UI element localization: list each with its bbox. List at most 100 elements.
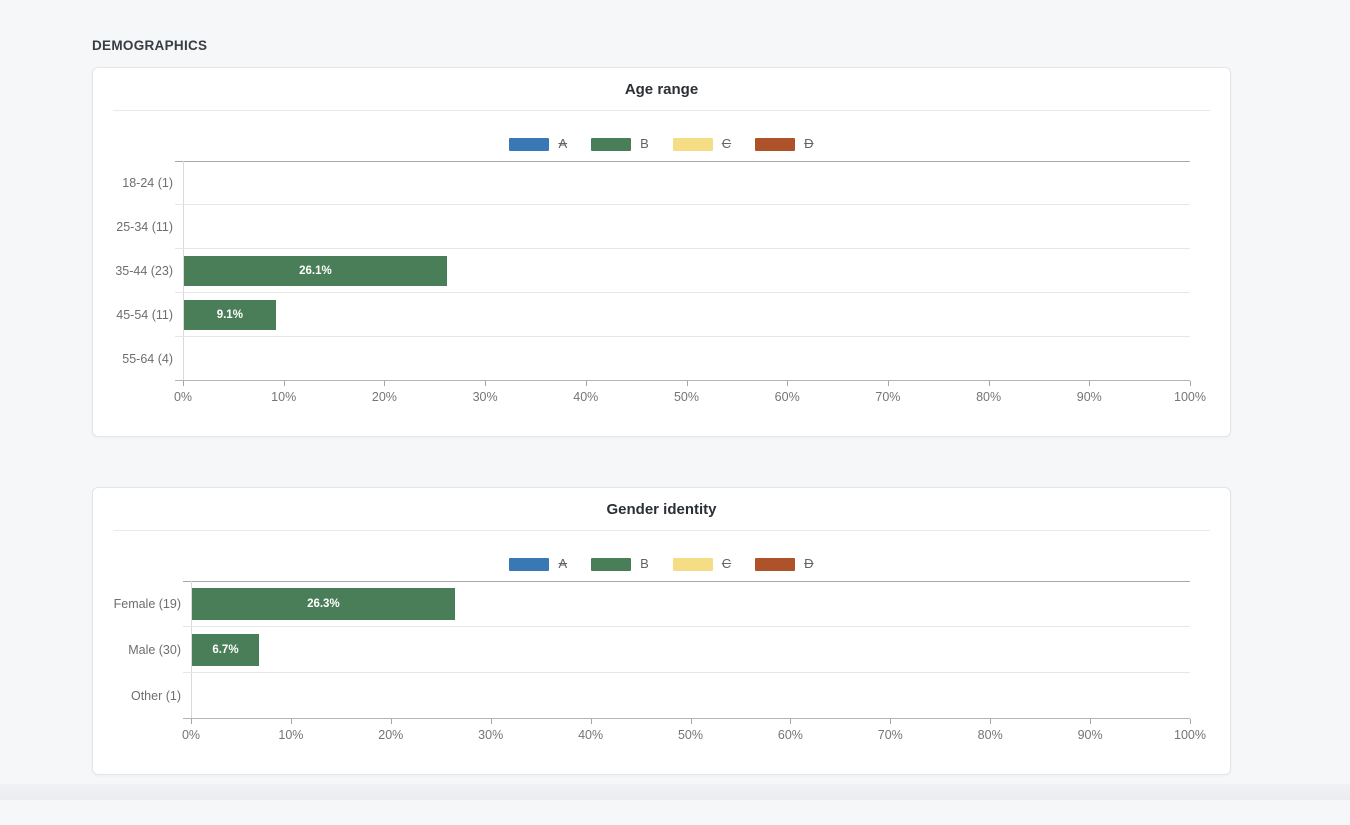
category-row: Male (30) 6.7% <box>93 627 1190 673</box>
chart-title: Gender identity <box>606 501 717 518</box>
category-label: Female (19) <box>113 597 181 611</box>
x-tick-label: 20% <box>371 390 397 404</box>
legend-label: B <box>640 556 649 571</box>
category-label: 45-54 (11) <box>116 308 173 322</box>
x-axis-tick <box>1090 719 1092 724</box>
row-separator-line <box>175 292 1190 293</box>
x-tick-label: 40% <box>573 390 599 404</box>
page-bottom-strip <box>0 784 1350 800</box>
x-axis-tick <box>1190 381 1191 386</box>
legend-swatch-icon <box>591 137 632 151</box>
x-axis: 0% 10% 20% 30% 40% 50% 60% 70% 80% 90% 100% <box>174 381 1206 409</box>
legend-item[interactable]: A <box>509 557 567 571</box>
bar-B: 9.1% <box>184 300 276 330</box>
x-tick-label: 80% <box>977 728 1003 742</box>
legend-swatch-icon <box>755 557 796 571</box>
legend-label: A <box>558 136 568 151</box>
x-tick-label: 10% <box>271 390 297 404</box>
legend-swatch-icon <box>509 557 550 571</box>
category-row: 18-24 (1) <box>93 161 1190 205</box>
x-tick-label: 0% <box>173 390 193 404</box>
chart-legend: A B C D <box>93 557 1230 571</box>
legend-swatch-icon <box>672 557 713 571</box>
x-axis-tick <box>690 719 692 724</box>
bar-value-label: 9.1% <box>216 309 243 321</box>
row-separator-line <box>175 248 1190 249</box>
bar-value-label: 26.1% <box>299 265 332 277</box>
x-axis-tick <box>890 719 892 724</box>
legend-item[interactable]: C <box>672 556 732 571</box>
legend-item[interactable]: B <box>591 557 649 571</box>
bar-value-label: 6.7% <box>212 644 239 656</box>
title-divider <box>113 110 1210 111</box>
chart-plot-area: 18-24 (1) 25-34 (11) 35-44 (23) 26.1% 45… <box>93 161 1230 409</box>
x-axis-tick <box>686 381 688 386</box>
x-axis-tick <box>183 381 184 386</box>
legend-swatch-icon <box>591 557 632 571</box>
x-tick-label: 30% <box>478 728 504 742</box>
category-row: 35-44 (23) 26.1% <box>93 249 1190 293</box>
category-row: Female (19) 26.3% <box>93 581 1190 627</box>
legend-swatch-icon <box>755 137 796 151</box>
bar-B: 26.3% <box>192 588 455 620</box>
section-title: DEMOGRAPHICS <box>92 38 208 53</box>
x-tick-label: 50% <box>677 728 704 742</box>
chart-plot-area: Female (19) 26.3% Male (30) 6.7% Other (… <box>93 581 1230 747</box>
x-axis-line <box>183 718 1190 719</box>
legend-swatch-icon <box>509 137 550 151</box>
x-axis-tick <box>590 719 592 724</box>
row-separator-line <box>175 336 1190 337</box>
legend-label: C <box>721 556 732 571</box>
x-tick-label: 80% <box>976 390 1002 404</box>
category-row: 45-54 (11) 9.1% <box>93 293 1190 337</box>
x-tick-label: 10% <box>278 728 304 742</box>
x-tick-label: 90% <box>1077 728 1103 742</box>
category-label: Male (30) <box>128 643 181 657</box>
x-axis-tick <box>485 381 487 386</box>
legend-swatch-icon <box>672 137 713 151</box>
category-row: Other (1) <box>93 673 1190 719</box>
bar-B: 6.7% <box>192 634 259 666</box>
legend-item[interactable]: C <box>672 136 732 151</box>
x-axis-tick <box>585 381 587 386</box>
x-axis-tick <box>191 719 192 724</box>
x-axis-tick <box>390 719 392 724</box>
chart-card: Age range A B C D 18-24 (1) 25-34 (11) 3… <box>92 67 1231 437</box>
x-axis-tick <box>490 719 492 724</box>
y-axis-line <box>191 581 192 719</box>
x-axis-tick <box>1190 719 1191 724</box>
x-axis-line <box>175 380 1190 381</box>
row-separator-line <box>183 626 1190 627</box>
plot-top-border <box>175 161 1190 162</box>
category-label: 55-64 (4) <box>122 352 173 366</box>
x-axis-tick <box>283 381 285 386</box>
legend-item[interactable]: D <box>755 557 814 571</box>
x-axis-tick <box>990 719 992 724</box>
x-tick-label: 70% <box>875 390 901 404</box>
x-tick-label: 60% <box>774 390 800 404</box>
x-tick-label: 90% <box>1076 390 1102 404</box>
category-label: 18-24 (1) <box>122 176 173 190</box>
row-separator-line <box>183 672 1190 673</box>
bar-B: 26.1% <box>184 256 447 286</box>
plot-top-border <box>183 581 1190 582</box>
x-axis-tick <box>988 381 990 386</box>
chart-legend: A B C D <box>93 137 1230 151</box>
x-axis-tick <box>1089 381 1091 386</box>
x-tick-label: 50% <box>673 390 700 404</box>
legend-item[interactable]: B <box>591 137 649 151</box>
plot-rows: Female (19) 26.3% Male (30) 6.7% Other (… <box>93 581 1190 719</box>
legend-label: C <box>721 136 732 151</box>
x-tick-label: 100% <box>1174 728 1206 742</box>
chart-title: Age range <box>624 81 699 98</box>
category-label: Other (1) <box>130 689 181 703</box>
x-tick-label: 100% <box>1174 390 1206 404</box>
x-axis-tick <box>384 381 386 386</box>
x-tick-label: 70% <box>877 728 903 742</box>
chart-card: Gender identity A B C D Female (19) 26.3… <box>92 487 1231 775</box>
category-row: 25-34 (11) <box>93 205 1190 249</box>
x-tick-label: 0% <box>181 728 201 742</box>
legend-item[interactable]: D <box>755 137 814 151</box>
charts-container: Age range A B C D 18-24 (1) 25-34 (11) 3… <box>92 67 1231 775</box>
legend-item[interactable]: A <box>509 137 567 151</box>
